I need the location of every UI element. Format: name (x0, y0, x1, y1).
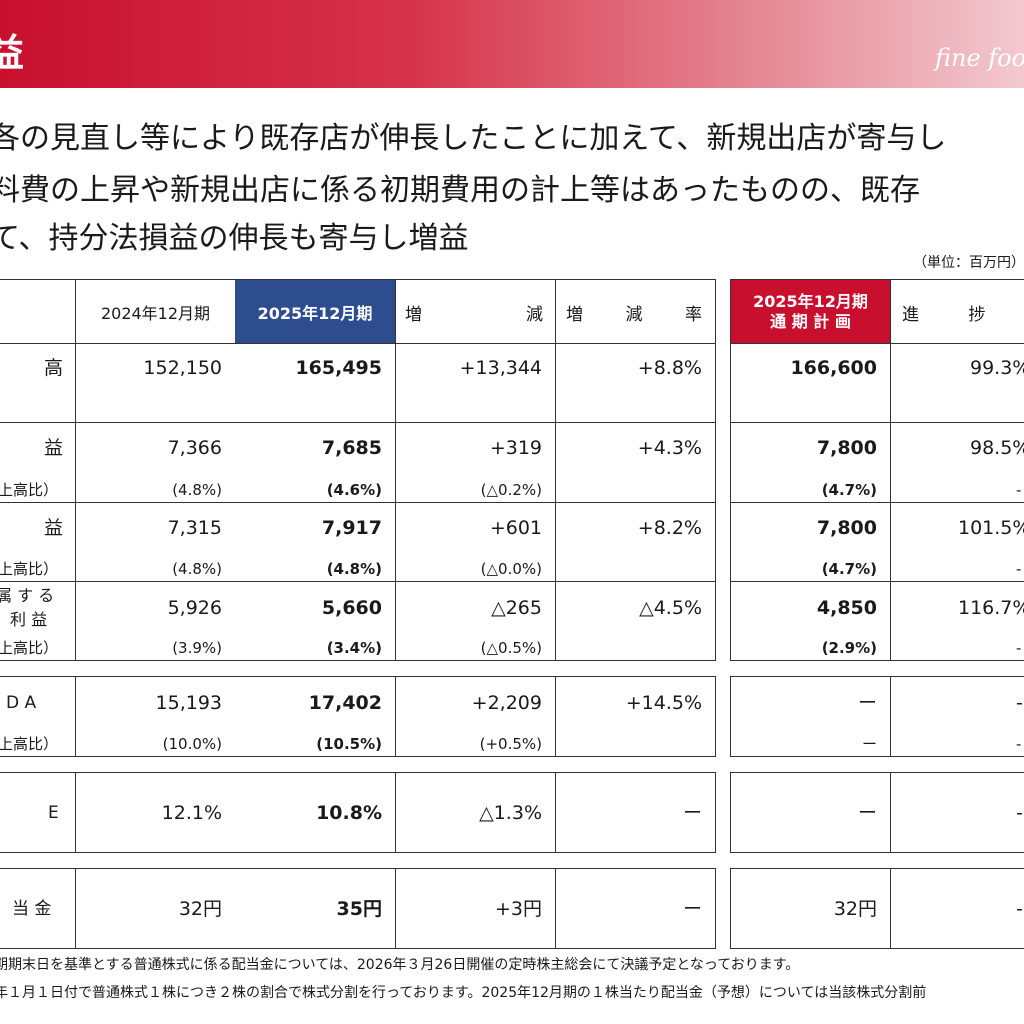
row-label: D A (6, 693, 37, 713)
row-label: 属 す る (0, 586, 55, 605)
summary-line-3: て、持分法損益の伸長も寄与し増益 (0, 221, 469, 256)
row-label: 当 金 (12, 899, 52, 919)
row-label: 高 (44, 357, 64, 379)
unit-label: （単位：百万円） (913, 255, 1024, 271)
col-header-fy2024: 2024年12月期 (100, 303, 211, 323)
row-label: 益 (44, 437, 64, 459)
brand-logo-text: fine food (935, 44, 1024, 72)
summary-line-1: 各の見直し等により既存店が伸長したことに加えて、新規出店が寄与し (0, 121, 947, 156)
page-title: 益 (0, 31, 25, 75)
col-header-change-rate: 増減率 (566, 305, 702, 325)
row-label: E (48, 803, 59, 823)
footnote-2: 年１月１日付で普通株式１株につき２株の割合で株式分割を行っております。2025年… (0, 985, 927, 1001)
row-label: 益 (44, 517, 64, 539)
col-header-fy2025: 2025年12月期 (235, 280, 395, 343)
footnote-1: 期期末日を基準とする普通株式に係る配当金については、2026年３月26日開催の定… (0, 957, 800, 973)
col-header-plan: 2025年12月期 通 期 計 画 (731, 280, 890, 343)
summary-line-2: 料費の上昇や新規出店に係る初期費用の計上等はあったものの、既存 (0, 173, 920, 208)
header-banner: 益 fine food (0, 0, 1024, 88)
col-header-progress: 進捗率 (902, 305, 986, 325)
col-header-change: 増減 (405, 305, 543, 325)
